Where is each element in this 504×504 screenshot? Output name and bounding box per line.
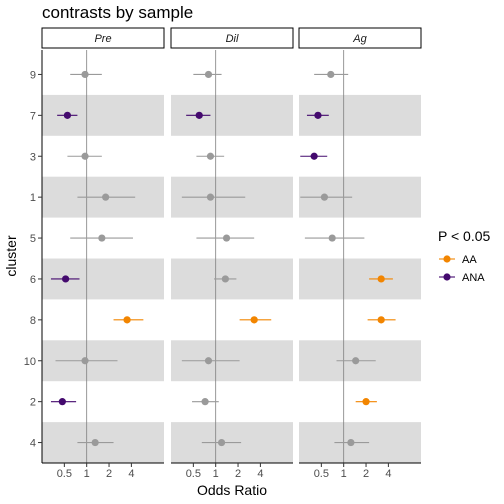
odds-ratio-point xyxy=(81,70,89,79)
odds-ratio-point xyxy=(206,152,215,160)
facet-panel-ag: Ag 0.5 1 2 4 xyxy=(298,27,422,480)
odds-ratio-point xyxy=(195,111,203,119)
x-tick-label: 2 xyxy=(363,468,369,480)
odds-ratio-point xyxy=(217,438,226,447)
odds-ratio-point xyxy=(362,398,370,406)
x-tick-label: 2 xyxy=(235,468,241,480)
y-tick-label: 10 xyxy=(24,356,36,368)
odds-ratio-point xyxy=(81,357,89,365)
chart-title: contrasts by sample xyxy=(42,3,193,22)
odds-ratio-point xyxy=(98,234,106,242)
x-tick-label: 0.5 xyxy=(186,468,201,480)
odds-ratio-point xyxy=(320,193,329,201)
y-tick-label: 3 xyxy=(30,151,36,163)
facet-panel-pre: Pre 0.5 1 2 4 xyxy=(41,27,165,480)
odds-ratio-point xyxy=(377,316,385,324)
x-tick-label: 1 xyxy=(213,468,219,480)
odds-ratio-point xyxy=(221,275,229,283)
odds-ratio-point xyxy=(327,70,335,79)
odds-ratio-point xyxy=(102,193,110,201)
facet-strip-label: Ag xyxy=(352,33,367,45)
y-tick-label: 4 xyxy=(30,438,36,450)
odds-ratio-point xyxy=(377,275,385,283)
facet-strip xyxy=(298,27,422,49)
odds-ratio-point xyxy=(204,70,213,79)
odds-ratio-point xyxy=(310,152,318,160)
odds-ratio-point xyxy=(91,438,99,447)
y-tick-label: 1 xyxy=(30,192,36,204)
y-axis: 9 7 3 1 5 6 8 10 2 4 xyxy=(24,50,43,463)
x-axis-title: Odds Ratio xyxy=(197,482,267,498)
y-axis-title: cluster xyxy=(3,235,19,277)
y-tick-label: 6 xyxy=(30,274,36,286)
y-tick-label: 5 xyxy=(30,233,36,245)
x-tick-label: 0.5 xyxy=(57,468,72,480)
odds-ratio-point xyxy=(62,275,70,283)
x-tick-label: 0.5 xyxy=(314,468,329,480)
y-tick-label: 9 xyxy=(30,69,36,81)
odds-ratio-point xyxy=(123,316,131,324)
x-tick-label: 1 xyxy=(341,468,347,480)
facet-strip xyxy=(41,27,165,49)
odds-ratio-point xyxy=(63,111,72,119)
legend-key-point xyxy=(443,273,451,281)
odds-ratio-point xyxy=(206,193,215,201)
legend-item-label: AA xyxy=(462,254,477,266)
facet-strip-label: Dil xyxy=(226,33,239,45)
odds-ratio-point xyxy=(328,234,336,242)
odds-ratio-point xyxy=(347,438,355,447)
odds-ratio-point xyxy=(352,357,360,365)
y-tick-label: 8 xyxy=(30,315,36,327)
legend-item-label: ANA xyxy=(462,272,485,284)
x-tick-label: 2 xyxy=(106,468,112,480)
odds-ratio-point xyxy=(250,316,258,324)
x-tick-label: 4 xyxy=(128,468,134,480)
facet-strip-label: Pre xyxy=(94,33,111,45)
odds-ratio-point xyxy=(58,398,66,406)
legend-title: P < 0.05 xyxy=(438,228,491,244)
odds-ratio-point xyxy=(201,398,209,406)
legend: P < 0.05 AA ANA xyxy=(438,228,491,284)
x-tick-label: 4 xyxy=(257,468,263,480)
facet-strip xyxy=(170,27,294,49)
y-tick-label: 2 xyxy=(30,397,36,409)
row-band xyxy=(299,258,421,300)
facet-panels: Pre 0.5 1 2 4 Dil 0.5 1 2 4 Ag 0.5 1 2 4 xyxy=(41,27,422,480)
x-tick-label: 1 xyxy=(84,468,90,480)
odds-ratio-point xyxy=(314,111,322,119)
facet-panel-dil: Dil 0.5 1 2 4 xyxy=(170,27,294,480)
legend-key-point xyxy=(443,255,451,263)
x-tick-label: 4 xyxy=(385,468,391,480)
y-tick-label: 7 xyxy=(30,110,36,122)
odds-ratio-point xyxy=(204,357,213,365)
odds-ratio-point xyxy=(81,152,89,160)
odds-ratio-point xyxy=(222,234,231,242)
